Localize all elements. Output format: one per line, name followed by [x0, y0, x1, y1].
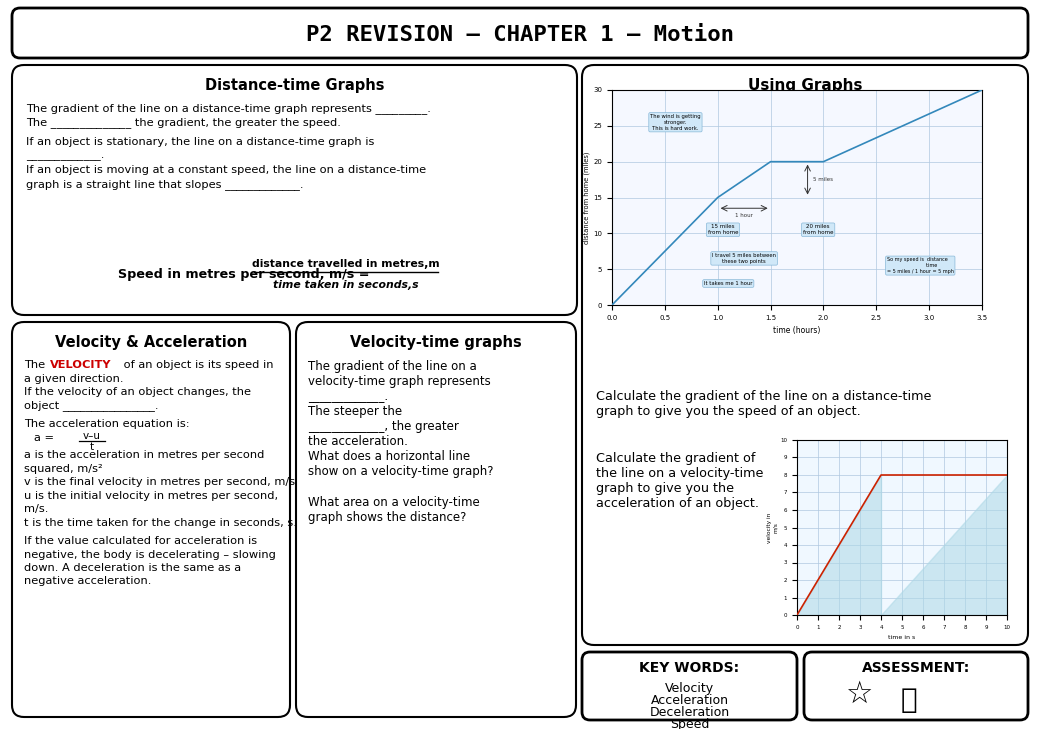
Text: KEY WORDS:: KEY WORDS: [640, 661, 739, 675]
Text: The acceleration equation is:: The acceleration equation is: [24, 419, 189, 429]
FancyBboxPatch shape [296, 322, 576, 717]
Text: _____________.: _____________. [308, 390, 388, 403]
Text: Distance-time Graphs: Distance-time Graphs [205, 77, 384, 93]
Text: u is the initial velocity in metres per second,: u is the initial velocity in metres per … [24, 491, 278, 501]
Text: object ________________.: object ________________. [24, 400, 158, 411]
Text: graph is a straight line that slopes _____________.: graph is a straight line that slopes ___… [26, 179, 304, 190]
Text: of an object is its speed in: of an object is its speed in [120, 360, 274, 370]
Text: The gradient of the line on a distance-time graph represents _________.: The gradient of the line on a distance-t… [26, 103, 431, 114]
Text: negative, the body is decelerating – slowing: negative, the body is decelerating – slo… [24, 550, 276, 559]
Text: The: The [24, 360, 49, 370]
Text: P2 REVISION – CHAPTER 1 – Motion: P2 REVISION – CHAPTER 1 – Motion [306, 25, 734, 45]
Text: What area on a velocity-time: What area on a velocity-time [308, 496, 479, 509]
Text: m/s.: m/s. [24, 504, 49, 514]
Text: the acceleration.: the acceleration. [308, 435, 408, 448]
Text: If the velocity of an object changes, the: If the velocity of an object changes, th… [24, 387, 251, 397]
Text: v–u: v–u [83, 431, 101, 440]
Text: Using Graphs: Using Graphs [748, 77, 862, 93]
Text: If an object is stationary, the line on a distance-time graph is: If an object is stationary, the line on … [26, 137, 374, 147]
Text: The steeper the: The steeper the [308, 405, 402, 418]
Text: 1 hour: 1 hour [735, 214, 753, 218]
Text: Speed: Speed [670, 718, 709, 729]
Text: If the value calculated for acceleration is: If the value calculated for acceleration… [24, 536, 257, 546]
Y-axis label: distance from home (miles): distance from home (miles) [584, 151, 591, 243]
Text: negative acceleration.: negative acceleration. [24, 577, 152, 587]
Text: The gradient of the line on a: The gradient of the line on a [308, 360, 476, 373]
Text: Acceleration: Acceleration [650, 694, 728, 707]
Text: 5 miles: 5 miles [813, 177, 833, 182]
FancyBboxPatch shape [582, 652, 797, 720]
Text: velocity-time graph represents: velocity-time graph represents [308, 375, 491, 388]
Text: 15 miles
from home: 15 miles from home [708, 225, 738, 235]
Text: t: t [89, 442, 94, 451]
Text: a given direction.: a given direction. [24, 373, 124, 383]
FancyBboxPatch shape [804, 652, 1028, 720]
Text: down. A deceleration is the same as a: down. A deceleration is the same as a [24, 563, 241, 573]
Text: 💭: 💭 [901, 686, 917, 714]
FancyBboxPatch shape [12, 322, 290, 717]
Text: v is the final velocity in metres per second, m/s: v is the final velocity in metres per se… [24, 477, 295, 487]
Text: Deceleration: Deceleration [649, 706, 730, 719]
Text: What does a horizontal line: What does a horizontal line [308, 450, 470, 463]
X-axis label: time (hours): time (hours) [774, 327, 821, 335]
Text: Speed in metres per second, m/s =: Speed in metres per second, m/s = [118, 268, 374, 281]
Y-axis label: velocity in
m/s: velocity in m/s [766, 512, 778, 542]
Text: It takes me 1 hour: It takes me 1 hour [704, 281, 753, 286]
Text: ASSESSMENT:: ASSESSMENT: [862, 661, 970, 675]
Text: Velocity-time graphs: Velocity-time graphs [350, 335, 522, 349]
Text: The wind is getting
stronger.
This is hard work.: The wind is getting stronger. This is ha… [650, 114, 701, 130]
Text: 20 miles
from home: 20 miles from home [803, 225, 833, 235]
Text: Calculate the gradient of
the line on a velocity-time
graph to give you the
acce: Calculate the gradient of the line on a … [596, 452, 763, 510]
FancyBboxPatch shape [12, 65, 577, 315]
Text: So my speed is  distance
                          time
= 5 miles / 1 hour = 5 m: So my speed is distance time = 5 miles /… [887, 257, 954, 274]
Text: Calculate the gradient of the line on a distance-time
graph to give you the spee: Calculate the gradient of the line on a … [596, 390, 932, 418]
Text: graph shows the distance?: graph shows the distance? [308, 511, 466, 524]
FancyBboxPatch shape [12, 8, 1028, 58]
Text: The ______________ the gradient, the greater the speed.: The ______________ the gradient, the gre… [26, 117, 341, 128]
Text: squared, m/s²: squared, m/s² [24, 464, 103, 474]
Text: If an object is moving at a constant speed, the line on a distance-time: If an object is moving at a constant spe… [26, 165, 426, 175]
Text: _____________, the greater: _____________, the greater [308, 420, 459, 433]
Text: _____________.: _____________. [26, 151, 104, 161]
Text: show on a velocity-time graph?: show on a velocity-time graph? [308, 465, 494, 478]
Text: time taken in seconds,s: time taken in seconds,s [274, 280, 419, 290]
Text: Velocity & Acceleration: Velocity & Acceleration [55, 335, 248, 349]
Text: distance travelled in metres,m: distance travelled in metres,m [252, 259, 440, 269]
Text: ☆: ☆ [846, 679, 873, 709]
Text: t is the time taken for the change in seconds, s.: t is the time taken for the change in se… [24, 518, 296, 528]
X-axis label: time in s: time in s [888, 635, 915, 640]
Text: I travel 5 miles between
these two points: I travel 5 miles between these two point… [712, 253, 776, 264]
Text: Velocity: Velocity [665, 682, 714, 695]
Text: a =: a = [34, 432, 57, 443]
Text: a is the acceleration in metres per second: a is the acceleration in metres per seco… [24, 450, 264, 460]
FancyBboxPatch shape [582, 65, 1028, 645]
Text: VELOCITY: VELOCITY [50, 360, 111, 370]
